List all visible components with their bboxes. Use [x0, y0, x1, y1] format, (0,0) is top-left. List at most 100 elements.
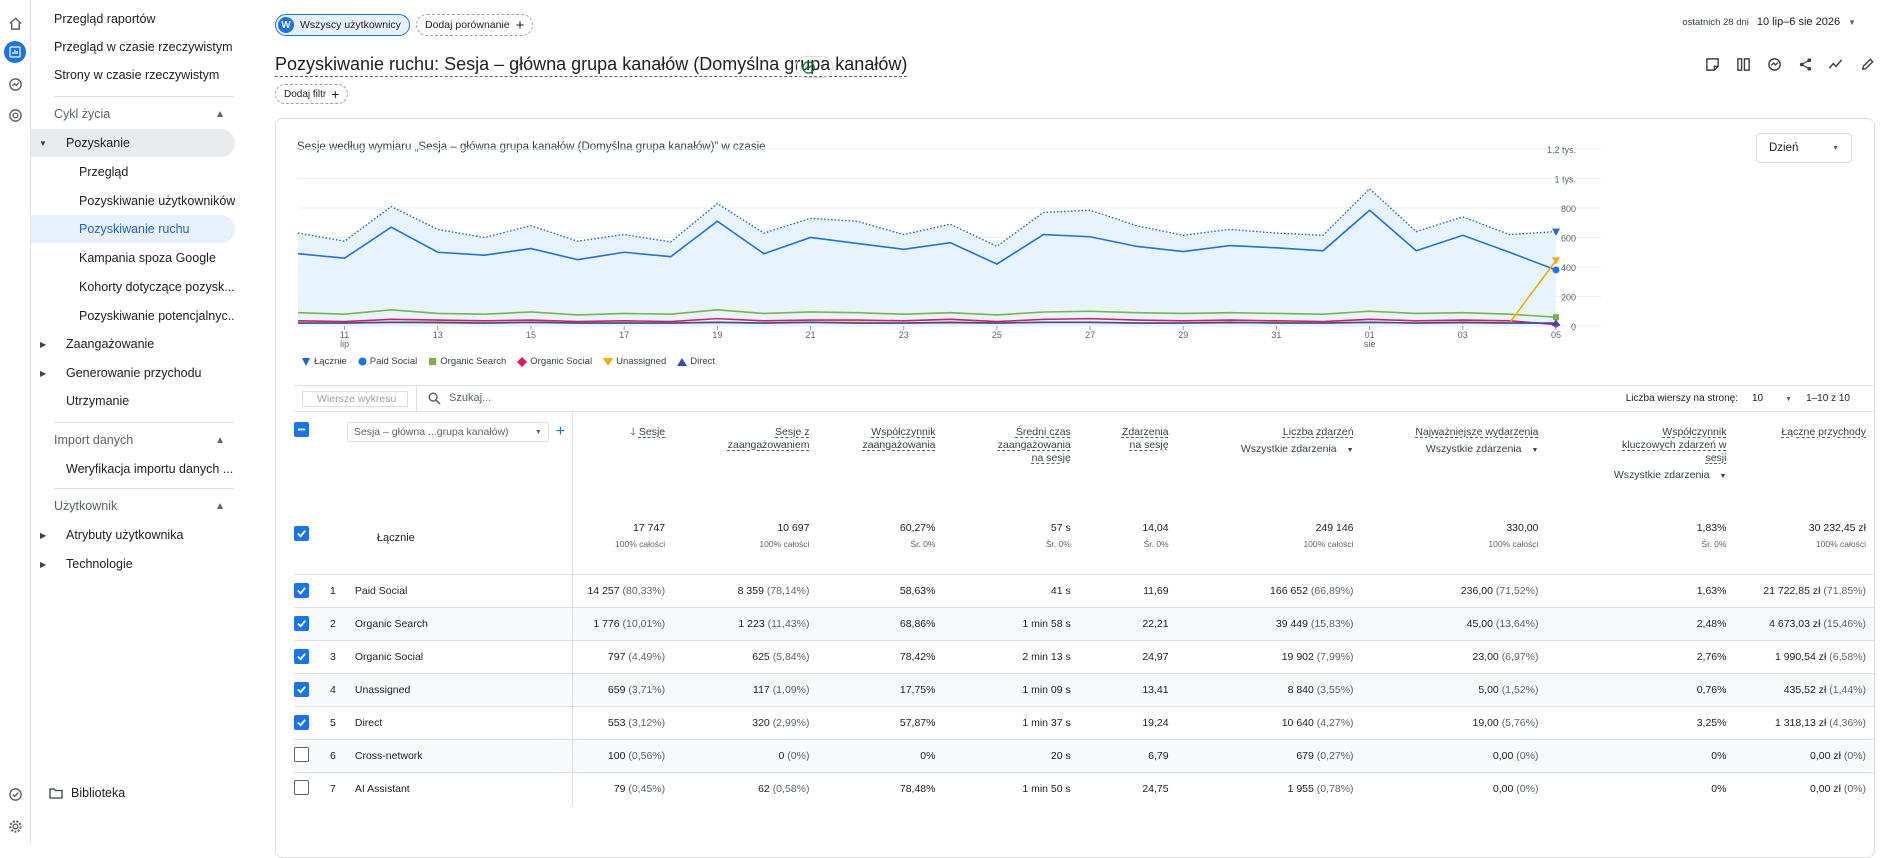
nav-monetization[interactable]: ▶ Generowanie przychodu — [40, 366, 202, 380]
compare-columns-icon[interactable] — [1734, 55, 1752, 73]
legend-item[interactable]: Łącznie — [301, 356, 347, 367]
y-tick-label: 0 — [1571, 322, 1576, 332]
nav-section-user[interactable]: Użytkownik ▲ — [54, 499, 225, 513]
totals-checkbox[interactable] — [294, 525, 309, 541]
cell-value: 625 — [752, 651, 770, 663]
nav-data-import-verification[interactable]: Weryfikacja importu danych ... — [66, 462, 234, 476]
granularity-select[interactable]: Dzień ▼ — [1756, 133, 1852, 163]
table-cell: 1 776 (10,01%) — [572, 607, 674, 641]
search-input[interactable]: Szukaj... — [449, 392, 492, 404]
col-header-sessions[interactable]: 🡓 Sesje — [572, 411, 674, 510]
chart-rows-input[interactable]: Wiersze wykresu — [302, 391, 408, 407]
insights-icon[interactable] — [1765, 55, 1783, 73]
table-row[interactable]: 4 Unassigned 659 (3,71%) 117 (1,09%) 17,75% 1… — [294, 673, 1874, 707]
add-filter-button[interactable]: Dodaj filtr + — [275, 84, 349, 104]
col-header-event-count[interactable]: Liczba zdarzeń Wszystkie zdarzenia ▼ — [1176, 411, 1362, 510]
select-all-checkbox[interactable] — [294, 422, 309, 437]
col-header-events-per-session[interactable]: Zdarzenia na sesję — [1078, 411, 1177, 510]
legend-item[interactable]: Unassigned — [603, 356, 666, 367]
table-row[interactable]: 2 Organic Search 1 776 (10,01%) 1 223 (11,4… — [294, 607, 1874, 641]
nav-engagement[interactable]: ▶ Zaangażowanie — [40, 337, 155, 351]
event-filter-dropdown[interactable]: Wszystkie zdarzenia ▼ — [1240, 443, 1354, 455]
nav-realtime-overview[interactable]: Przegląd w czasie rzeczywistym — [54, 40, 233, 54]
col-header-avg-engagement-time[interactable]: Średni czas zaangażowania na sesję — [943, 411, 1079, 510]
row-checkbox[interactable] — [294, 616, 309, 631]
end-marker-unassigned[interactable] — [1552, 257, 1560, 265]
cell-value: 24,75 — [1142, 783, 1169, 796]
col-header-key-events[interactable]: Najważniejsze wydarzenia Wszystkie zdarze… — [1361, 411, 1547, 510]
nav-acquisition[interactable]: ▼ Pozyskanie — [31, 129, 235, 157]
col-header-engagement-rate[interactable]: Współczynnik zaangażowania — [817, 411, 944, 510]
row-checkbox[interactable] — [294, 715, 309, 730]
legend-item[interactable]: Direct — [677, 356, 715, 367]
nav-non-google-campaign[interactable]: Kampania spoza Google — [79, 251, 216, 265]
x-tick-label: 15 — [526, 330, 536, 340]
trend-icon[interactable] — [1827, 55, 1845, 73]
end-marker-organic-search[interactable] — [1553, 314, 1559, 321]
row-checkbox[interactable] — [294, 747, 309, 762]
cell-value: 21 722,85 zł — [1763, 585, 1821, 597]
rows-per-page-select[interactable]: 10 ▼ — [1752, 393, 1793, 404]
nav-traffic-acquisition[interactable]: Pozyskiwanie ruchu — [31, 215, 235, 243]
cell-percent: (0,78%) — [1316, 783, 1354, 796]
nav-retention[interactable]: Utrzymanie — [66, 394, 130, 408]
nav-section-lifecycle[interactable]: Cykl życia ▲ — [54, 107, 225, 121]
end-marker-total[interactable] — [1552, 228, 1560, 236]
dimension-select[interactable]: Sesja – główna ...grupa kanałów) ▼ — [346, 422, 549, 442]
table-row[interactable]: 5 Direct 553 (3,12%) 320 (2,99%) 57,87% 1 min… — [294, 706, 1874, 740]
event-filter-dropdown[interactable]: Wszystkie zdarzenia ▼ — [1613, 469, 1727, 481]
row-checkbox[interactable] — [294, 780, 309, 796]
nav-acquisition-cohorts[interactable]: Kohorty dotyczące pozysk... — [79, 280, 235, 294]
date-range-picker[interactable]: ostatnich 28 dni 10 lip–6 sie 2026 ▼ — [1682, 16, 1856, 28]
nav-technology[interactable]: ▶ Technologie — [40, 557, 133, 571]
end-marker-direct[interactable] — [1552, 319, 1560, 327]
legend-item[interactable]: Paid Social — [358, 356, 417, 367]
report-status-dropdown[interactable]: ▼ — [795, 56, 833, 78]
nav-library[interactable]: Biblioteka — [31, 779, 235, 807]
nav-user-acquisition[interactable]: Pozyskiwanie użytkowników — [79, 194, 235, 208]
legend-item[interactable]: Organic Social — [517, 356, 592, 367]
add-dimension-plus-icon[interactable]: + — [555, 423, 566, 441]
table-row[interactable]: 1 Paid Social 14 257 (80,33%) 8 359 (78,14%… — [294, 574, 1874, 608]
settings-gear-icon[interactable] — [4, 815, 26, 837]
cell-value: 320 — [752, 717, 770, 729]
notes-icon[interactable] — [1703, 55, 1721, 73]
segment-chip[interactable]: W Wszyscy użytkownicy — [275, 14, 410, 36]
add-comparison-button[interactable]: Dodaj porównanie + — [416, 14, 534, 36]
advertising-icon[interactable] — [4, 104, 26, 126]
row-dimension: 2 Organic Search — [320, 607, 574, 641]
nav-acquisition-overview[interactable]: Przegląd — [79, 165, 129, 179]
cell-percent: (1,44%) — [1829, 684, 1866, 696]
table-search[interactable]: Szukaj... — [428, 392, 491, 405]
explore-icon[interactable] — [4, 73, 26, 95]
admin-check-icon[interactable] — [4, 783, 26, 805]
nav-user-attributes[interactable]: ▶ Atrybuty użytkownika — [40, 528, 184, 542]
end-marker-paid-social[interactable] — [1552, 266, 1560, 274]
row-checkbox[interactable] — [294, 649, 309, 664]
cell-percent: (15,46%) — [1823, 618, 1866, 630]
share-icon[interactable] — [1796, 55, 1814, 73]
home-icon[interactable] — [4, 12, 26, 34]
edit-pencil-icon[interactable] — [1858, 55, 1876, 73]
row-checkbox[interactable] — [294, 682, 309, 697]
table-cell: 41 s — [943, 574, 1079, 608]
nav-section-data-import[interactable]: Import danych ▲ — [54, 433, 225, 447]
table-row[interactable]: 6 Cross-network 100 (0,56%) 0 (0%) 0% 20 s 6,7… — [294, 739, 1874, 773]
cell-value: 100 — [607, 750, 626, 762]
nav-lead-acquisition[interactable]: Pozyskiwanie potencjalnyc... — [79, 309, 235, 323]
col-header-engaged-sessions[interactable]: Sesje z zaangażowaniem — [673, 411, 818, 510]
table-cell: 10 640 (4,27%) — [1176, 706, 1362, 740]
segment-label: Wszyscy użytkownicy — [300, 19, 401, 31]
legend-item[interactable]: Organic Search — [428, 356, 506, 367]
col-header-total-revenue[interactable]: Łączne przychody — [1734, 411, 1874, 510]
event-filter-dropdown[interactable]: Wszystkie zdarzenia ▼ — [1425, 443, 1539, 455]
table-row[interactable]: 7 AI Assistant 79 (0,45%) 62 (0,58%) 78,48% 1… — [294, 772, 1874, 806]
pagination-range: 1–10 z 10 — [1806, 393, 1850, 404]
nav-reports-overview[interactable]: Przegląd raportów — [54, 12, 156, 26]
col-header-key-event-rate[interactable]: Współczynnik kluczowych zdarzeń w sesji W… — [1546, 411, 1735, 510]
reports-icon[interactable] — [4, 41, 26, 63]
row-checkbox[interactable] — [294, 583, 309, 598]
cell-value: 117 — [753, 684, 770, 696]
nav-realtime-pages[interactable]: Strony w czasie rzeczywistym — [54, 68, 220, 82]
table-row[interactable]: 3 Organic Social 797 (4,49%) 625 (5,84%) 78,… — [294, 640, 1874, 674]
